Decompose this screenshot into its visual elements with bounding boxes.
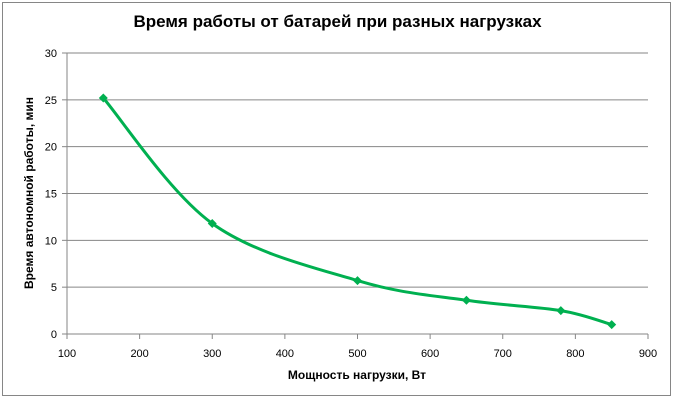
data-markers — [98, 93, 617, 330]
diamond-marker — [556, 306, 566, 316]
diamond-marker — [461, 295, 471, 305]
series-line — [101, 96, 614, 327]
y-tick-label: 15 — [45, 189, 57, 201]
x-tick-label: 900 — [639, 348, 657, 360]
y-tick-label: 20 — [45, 142, 57, 154]
y-tick-labels: 0 5 10 15 20 25 30 — [45, 48, 57, 341]
x-tick-labels: 100 200 300 400 500 600 700 800 900 — [58, 348, 657, 360]
x-tick-label: 700 — [494, 348, 512, 360]
diamond-marker — [98, 93, 108, 103]
x-tick-label: 500 — [348, 348, 366, 360]
gridlines — [67, 52, 648, 288]
y-tick-label: 10 — [45, 235, 57, 247]
y-tick-label: 30 — [45, 48, 57, 60]
y-tick-label: 5 — [51, 282, 57, 294]
chart-frame — [2, 2, 671, 396]
y-tick-label: 25 — [45, 95, 57, 107]
x-tick-label: 100 — [58, 348, 76, 360]
x-tick-label: 300 — [203, 348, 221, 360]
x-axis-title: Мощность нагрузки, Вт — [288, 368, 426, 382]
axes — [62, 52, 649, 339]
y-tick-label: 0 — [51, 329, 57, 341]
x-tick-label: 800 — [566, 348, 584, 360]
y-axis-title: Время автономной работы, мин — [22, 97, 36, 289]
x-tick-label: 400 — [276, 348, 294, 360]
x-tick-label: 200 — [130, 348, 148, 360]
x-tick-label: 600 — [421, 348, 439, 360]
diamond-marker — [353, 276, 362, 286]
diamond-marker — [207, 218, 217, 228]
chart-title: Время работы от батарей при разных нагру… — [133, 12, 542, 31]
diamond-marker — [607, 320, 617, 330]
